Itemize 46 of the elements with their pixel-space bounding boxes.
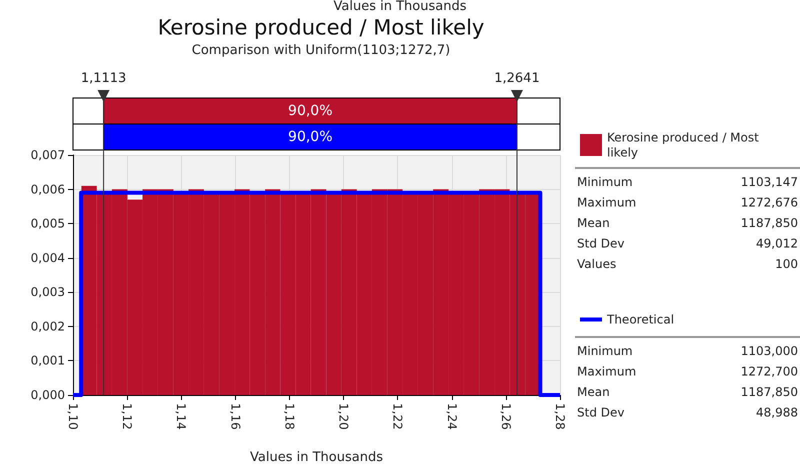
text: 100 bbox=[775, 257, 798, 271]
text: Std Dev bbox=[577, 236, 624, 250]
x-tick-label: 1,20 bbox=[336, 403, 351, 430]
ref-line-label: 1,1113 bbox=[80, 71, 126, 86]
y-tick-label: 0,006 bbox=[30, 182, 65, 196]
ref-line-label: 1,2641 bbox=[494, 71, 540, 86]
x-tick-label: 1,22 bbox=[390, 403, 405, 430]
text: 1103,000 bbox=[740, 344, 798, 358]
x-tick-label: 1,28 bbox=[553, 403, 567, 430]
x-axis-title: Values in Thousands bbox=[250, 450, 384, 465]
text: Std Dev bbox=[577, 406, 624, 420]
y-tick-label: 0,007 bbox=[30, 148, 65, 162]
text: Minimum bbox=[577, 344, 633, 358]
text: Mean bbox=[577, 216, 610, 230]
text: Maximum bbox=[577, 364, 636, 378]
chart-title: Kerosine produced / Most likely bbox=[158, 16, 484, 40]
text: 1187,850 bbox=[740, 216, 798, 230]
text: 48,988 bbox=[756, 406, 798, 420]
text: Mean bbox=[577, 385, 610, 399]
text: 49,012 bbox=[756, 236, 798, 250]
legend-label: Kerosine produced / Most likely bbox=[607, 130, 763, 160]
x-tick-label: 1,16 bbox=[228, 403, 242, 430]
y-tick-label: 0,003 bbox=[30, 285, 65, 300]
legend-label: Theoretical bbox=[606, 312, 674, 326]
text: Maximum bbox=[577, 196, 636, 210]
text: 90,0% bbox=[288, 103, 333, 119]
text: Values in Thousands bbox=[334, 0, 467, 14]
text: 1187,850 bbox=[740, 385, 798, 399]
x-tick-label: 1,26 bbox=[498, 403, 513, 430]
text: 1272,676 bbox=[740, 196, 798, 210]
y-tick-label: 0,000 bbox=[30, 388, 65, 402]
chart-subtitle: Comparison with Uniform(1103;1272,7) bbox=[192, 43, 450, 58]
text: 1272,700 bbox=[740, 364, 798, 378]
y-tick-label: 0,001 bbox=[30, 354, 65, 368]
x-tick-label: 1,18 bbox=[282, 403, 296, 430]
x-tick-label: 1,10 bbox=[66, 403, 80, 430]
y-tick-label: 0,005 bbox=[30, 216, 65, 231]
x-tick-label: 1,14 bbox=[174, 403, 188, 430]
text: Minimum bbox=[577, 175, 633, 189]
text: 90,0% bbox=[288, 129, 333, 145]
text: 1103,147 bbox=[740, 175, 798, 189]
y-tick-label: 0,004 bbox=[30, 250, 65, 265]
x-tick-label: 1,12 bbox=[120, 403, 134, 430]
x-tick-label: 1,24 bbox=[444, 403, 459, 430]
text: Values bbox=[577, 257, 616, 271]
y-tick-label: 0,002 bbox=[30, 319, 65, 334]
